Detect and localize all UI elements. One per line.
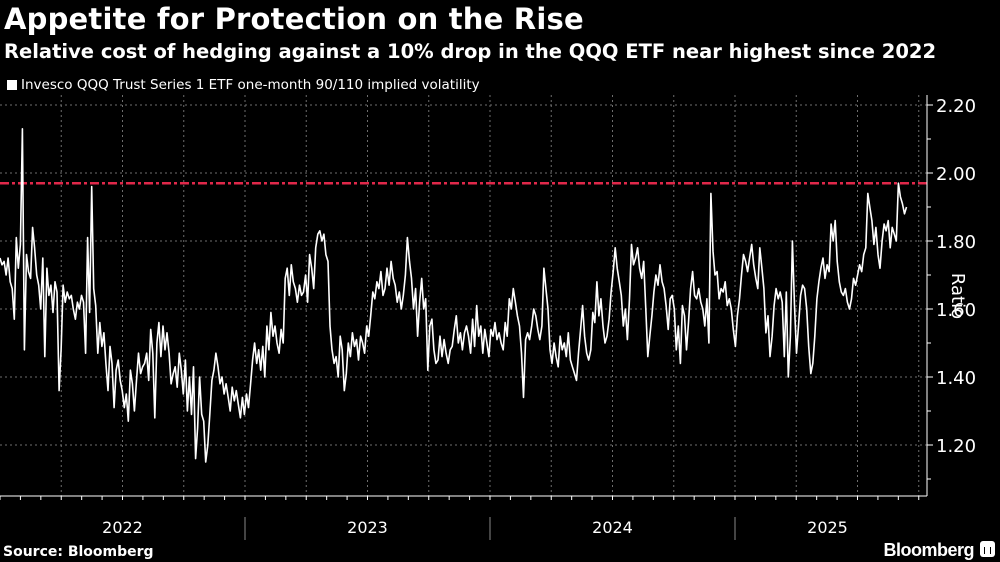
x-tick-label: 2024	[592, 518, 633, 537]
legend-swatch	[7, 80, 17, 90]
bloomberg-logo: Bloomberg	[883, 540, 974, 560]
x-tick-label: 2023	[347, 518, 388, 537]
series-line	[0, 128, 908, 463]
line-chart: 1.20 1.40 1.60 1.80 2.00 2.20 2022 2023 2024 2025…	[0, 95, 976, 540]
axes: 1.20 1.40 1.60 1.80 2.00 2.20 2022 2023 2024 2025…	[0, 95, 976, 540]
y-axis-title: Ratio	[947, 273, 968, 319]
x-tick-label: 2025	[807, 518, 848, 537]
series-group	[0, 128, 908, 463]
chart-subtitle: Relative cost of hedging against a 10% d…	[4, 40, 937, 63]
gridlines	[0, 95, 927, 496]
y-tick-label: 2.00	[936, 164, 976, 185]
chart-title: Appetite for Protection on the Rise	[4, 2, 584, 36]
source-note: Source: Bloomberg	[3, 544, 154, 560]
legend: Invesco QQQ Trust Series 1 ETF one-month…	[7, 77, 480, 93]
bloomberg-chart-icon	[980, 541, 995, 557]
y-tick-label: 1.60	[936, 300, 976, 321]
legend-label: Invesco QQQ Trust Series 1 ETF one-month…	[21, 77, 480, 93]
y-tick-label: 1.20	[936, 436, 976, 457]
y-tick-label: 1.40	[936, 368, 976, 389]
y-tick-label: 1.80	[936, 232, 976, 253]
x-tick-label: 2022	[102, 518, 143, 537]
y-tick-label: 2.20	[936, 96, 976, 117]
